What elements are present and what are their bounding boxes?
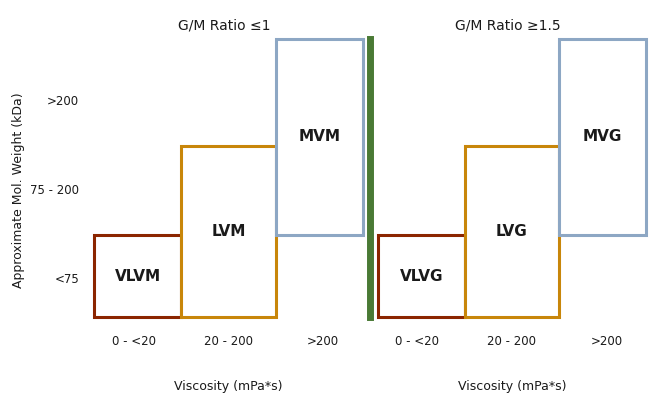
Text: MVM: MVM — [298, 130, 340, 144]
Text: MVG: MVG — [583, 130, 622, 144]
Text: LVM: LVM — [211, 224, 245, 239]
Text: 0 - <20: 0 - <20 — [396, 335, 440, 348]
Bar — [94, 235, 181, 317]
Text: 20 - 200: 20 - 200 — [488, 335, 536, 348]
Text: 0 - <20: 0 - <20 — [112, 335, 156, 348]
Text: 75 - 200: 75 - 200 — [30, 184, 79, 197]
Text: 20 - 200: 20 - 200 — [204, 335, 253, 348]
Bar — [378, 235, 465, 317]
Text: G/M Ratio ≥1.5: G/M Ratio ≥1.5 — [456, 18, 561, 32]
Text: LVG: LVG — [496, 224, 528, 239]
Text: Approximate Mol. Weight (kDa): Approximate Mol. Weight (kDa) — [12, 93, 25, 288]
Text: G/M Ratio ≤1: G/M Ratio ≤1 — [178, 18, 271, 32]
Bar — [465, 146, 559, 317]
Text: VLVM: VLVM — [115, 269, 161, 284]
Text: >200: >200 — [47, 95, 79, 108]
Bar — [559, 39, 646, 235]
Text: >200: >200 — [590, 335, 622, 348]
Bar — [181, 146, 275, 317]
Text: >200: >200 — [307, 335, 339, 348]
Text: Viscosity (mPa*s): Viscosity (mPa*s) — [174, 380, 283, 393]
Text: VLVG: VLVG — [400, 269, 443, 284]
Text: <75: <75 — [55, 273, 79, 286]
Text: Viscosity (mPa*s): Viscosity (mPa*s) — [458, 380, 566, 393]
Bar — [275, 39, 363, 235]
